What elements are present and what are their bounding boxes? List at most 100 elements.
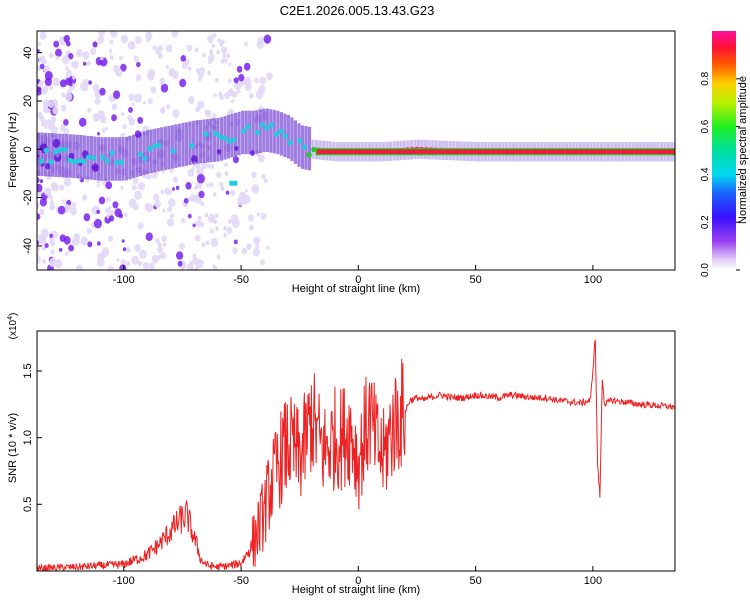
noise-blob (228, 62, 232, 67)
noise-blob (244, 188, 248, 193)
noise-blob (137, 260, 143, 267)
noise-blob (246, 81, 250, 86)
ridge-cell (48, 159, 54, 165)
noise-blob (50, 249, 55, 255)
noise-blob (124, 213, 128, 218)
noise-blob (169, 213, 175, 219)
ridge-halo (132, 134, 136, 179)
snr-ytick-label: 1.5 (22, 363, 34, 378)
ridge-cell (43, 147, 50, 153)
noise-blob (110, 31, 118, 38)
ridge-halo (279, 112, 283, 156)
noise-blob (39, 63, 45, 70)
noise-blob (46, 119, 52, 126)
noise-blob (220, 58, 225, 64)
noise-blob (194, 185, 198, 191)
colorbar-tick-label: 0.8 (700, 71, 711, 85)
colorbar-tick-label: 0.6 (700, 119, 711, 133)
noise-blob (192, 253, 197, 259)
noise-blob (118, 55, 123, 61)
noise-blob (212, 32, 217, 38)
noise-blob (52, 183, 59, 192)
noise-blob (108, 205, 112, 210)
noise-blob (49, 199, 54, 206)
noise-blob (73, 233, 81, 242)
noise-blob (97, 31, 106, 37)
noise-blob (111, 103, 118, 111)
noise-blob (194, 234, 201, 242)
noise-blob (128, 93, 135, 102)
noise-blob (68, 53, 74, 60)
noise-blob (216, 254, 221, 260)
ridge-cell (90, 155, 96, 161)
noise-blob (196, 173, 205, 184)
noise-blob (207, 163, 212, 169)
noise-blob (227, 219, 232, 225)
noise-blob (228, 108, 234, 115)
ridge-cell (67, 157, 73, 163)
ridge-halo (110, 137, 115, 181)
noise-blob (183, 198, 189, 204)
noise-blob (37, 87, 42, 93)
ridge-halo (82, 135, 86, 179)
ridge-halo (135, 133, 139, 178)
noise-blob (50, 241, 56, 247)
noise-blob (160, 83, 169, 93)
snr-xtick-label: -100 (113, 575, 135, 587)
noise-blob (261, 173, 266, 180)
noise-blob (258, 154, 265, 163)
ridge-cell (81, 159, 87, 165)
noise-blob (202, 52, 206, 58)
noise-blob (263, 34, 272, 44)
noise-blob (88, 80, 92, 85)
noise-blob (215, 226, 219, 232)
noise-blob (219, 95, 223, 100)
noise-blob (70, 207, 77, 216)
ridge-cell (278, 128, 284, 134)
noise-blob (165, 104, 171, 110)
noise-blob (195, 194, 199, 200)
spectrogram-xlabel: Height of straight line (km) (292, 283, 420, 295)
noise-blob (209, 182, 214, 188)
noise-blob (255, 243, 260, 249)
noise-blob (224, 162, 229, 167)
noise-blob (134, 244, 141, 252)
noise-blob (171, 31, 179, 38)
noise-blob (65, 40, 71, 47)
ridge-cell (269, 122, 275, 128)
noise-blob (252, 248, 261, 257)
noise-blob (222, 53, 226, 59)
noise-blob (214, 213, 219, 219)
snr-ytick-label: 1.0 (22, 430, 34, 445)
noise-blob (175, 185, 180, 190)
snr-multiplier-base: (x10 (8, 319, 19, 339)
noise-blob (238, 74, 245, 82)
spectrogram-marks (37, 31, 675, 270)
noise-blob (155, 46, 162, 55)
ridge-halo (191, 120, 195, 165)
noise-blob (219, 41, 224, 47)
noise-blob (72, 60, 79, 69)
noise-blob (167, 198, 176, 208)
noise-blob (60, 92, 66, 98)
spectrogram-panel: -100 -50 0 50 100 -40 -20 0 20 40 Height of strai… (7, 30, 676, 295)
noise-blob (49, 205, 53, 210)
ridge-halo (156, 128, 160, 172)
noise-blob (223, 233, 227, 238)
noise-blob (37, 213, 41, 220)
noise-blob (82, 51, 90, 60)
ridge-halo (121, 137, 125, 181)
noise-blob (82, 61, 87, 66)
noise-blob (147, 72, 155, 81)
noise-blob (194, 266, 199, 270)
noise-blob (204, 109, 208, 115)
ridge-cell (104, 158, 110, 164)
noise-blob (209, 38, 213, 43)
noise-blob (125, 246, 131, 253)
noise-blob (145, 203, 153, 213)
ridge-halo (251, 110, 255, 155)
ridge-cell (147, 146, 153, 152)
noise-blob (165, 65, 170, 70)
noise-blob (195, 259, 204, 269)
ridge-cell (264, 125, 270, 131)
